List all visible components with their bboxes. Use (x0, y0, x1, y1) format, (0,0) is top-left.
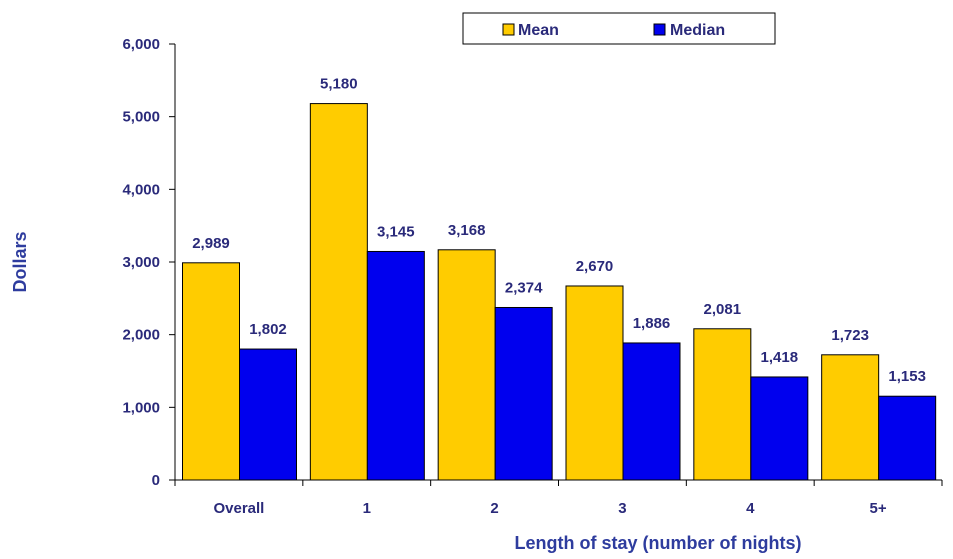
x-tick-label: 3 (618, 500, 626, 517)
bar-mean-1 (309, 103, 368, 481)
legend-swatch-mean (502, 23, 515, 36)
bar-median-2 (494, 306, 553, 481)
bars (182, 103, 937, 481)
data-label: 2,670 (576, 258, 614, 275)
legend-box (462, 12, 776, 45)
y-tick-label: 5,000 (122, 109, 160, 126)
data-label: 1,723 (831, 327, 869, 344)
y-tick-label: 6,000 (122, 36, 160, 53)
data-label: 1,802 (249, 321, 287, 338)
x-tick-label: 2 (490, 500, 498, 517)
data-label: 1,886 (633, 315, 671, 332)
bar-mean-5plus (821, 354, 880, 481)
bar-mean-2 (437, 249, 496, 481)
y-tick-label: 0 (152, 472, 160, 489)
bar-median-1 (366, 250, 425, 481)
y-tick-label: 1,000 (122, 399, 160, 416)
y-axis-title: Dollars (10, 231, 30, 292)
x-tick-label: 5+ (870, 500, 887, 517)
legend: Mean Median (462, 12, 776, 45)
data-label: 1,153 (888, 368, 926, 385)
x-tick-label: 1 (363, 500, 371, 517)
data-label: 5,180 (320, 76, 358, 93)
y-ticks: 0 1,000 2,000 3,000 4,000 5,000 6,000 (122, 36, 175, 489)
bar-mean-3 (565, 285, 624, 481)
data-label: 3,168 (448, 222, 486, 239)
bar-median-3 (622, 342, 681, 481)
data-label: 2,374 (505, 279, 543, 296)
bar-mean-overall (182, 262, 240, 481)
bar-median-4 (750, 376, 809, 481)
legend-label-mean: Mean (518, 22, 559, 39)
bar-median-overall (239, 348, 297, 481)
x-tick-label: Overall (213, 500, 264, 517)
data-label: 2,081 (704, 301, 742, 318)
x-axis-title: Length of stay (number of nights) (515, 533, 802, 553)
data-label: 3,145 (377, 223, 415, 240)
y-tick-label: 3,000 (122, 254, 160, 271)
bar-median-5plus (878, 395, 937, 481)
y-tick-label: 2,000 (122, 327, 160, 344)
legend-label-median: Median (670, 22, 725, 39)
data-label: 1,418 (761, 349, 799, 366)
y-tick-label: 4,000 (122, 181, 160, 198)
x-tick-label: 4 (746, 500, 755, 517)
x-ticks: Overall 1 2 3 4 5+ (174, 480, 943, 517)
data-label: 2,989 (192, 235, 230, 252)
bar-mean-4 (693, 328, 752, 481)
legend-swatch-median (653, 23, 666, 36)
data-labels: 2,989 5,180 3,168 2,670 2,081 1,723 1,802 3,145… (192, 76, 926, 386)
